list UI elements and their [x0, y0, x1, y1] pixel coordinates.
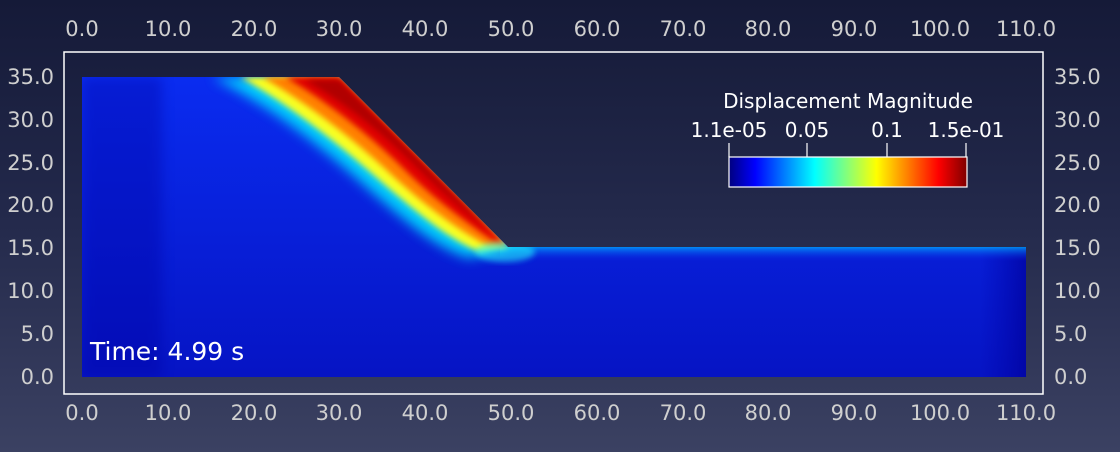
x-bottom-tick: 10.0	[145, 401, 192, 425]
x-top-tick: 40.0	[402, 17, 449, 41]
x-top-tick: 110.0	[996, 17, 1056, 41]
x-top-tick: 60.0	[574, 17, 621, 41]
y-left-tick: 10.0	[7, 279, 54, 303]
x-top-tick: 70.0	[660, 17, 707, 41]
y-right-tick: 10.0	[1054, 279, 1101, 303]
x-bottom-tick: 110.0	[996, 401, 1056, 425]
y-right-tick: 30.0	[1054, 108, 1101, 132]
y-left-tick: 20.0	[7, 193, 54, 217]
legend-title: Displacement Magnitude	[723, 89, 973, 113]
y-right-tick: 5.0	[1054, 322, 1087, 346]
y-left-tick: 0.0	[21, 365, 54, 389]
y-axis-left: 35.0 30.0 25.0 20.0 15.0 10.0 5.0 0.0	[7, 65, 54, 389]
x-bottom-tick: 40.0	[402, 401, 449, 425]
y-left-tick: 25.0	[7, 151, 54, 175]
x-top-tick: 10.0	[145, 17, 192, 41]
y-axis-right: 35.0 30.0 25.0 20.0 15.0 10.0 5.0 0.0	[1054, 65, 1101, 389]
x-top-tick: 90.0	[831, 17, 878, 41]
x-bottom-tick: 80.0	[745, 401, 792, 425]
color-bar	[728, 156, 968, 188]
legend-label: 1.5e-01	[928, 118, 1005, 142]
y-right-tick: 35.0	[1054, 65, 1101, 89]
displacement-field	[82, 77, 1026, 377]
time-label: Time: 4.99 s	[89, 337, 244, 366]
x-top-tick: 50.0	[488, 17, 535, 41]
y-right-tick: 25.0	[1054, 151, 1101, 175]
axes-box	[63, 51, 1044, 395]
legend-label: 1.1e-05	[691, 118, 768, 142]
x-bottom-tick: 20.0	[231, 401, 278, 425]
y-right-tick: 0.0	[1054, 365, 1087, 389]
x-bottom-tick: 30.0	[316, 401, 363, 425]
x-bottom-tick: 60.0	[574, 401, 621, 425]
x-bottom-tick: 70.0	[660, 401, 707, 425]
x-top-tick: 30.0	[316, 17, 363, 41]
color-legend[interactable]: Displacement Magnitude 1.1e-05 0.05 0.1 …	[691, 89, 1005, 188]
y-left-tick: 35.0	[7, 65, 54, 89]
x-top-tick: 20.0	[231, 17, 278, 41]
x-top-tick: 80.0	[745, 17, 792, 41]
y-left-tick: 15.0	[7, 236, 54, 260]
x-top-tick: 0.0	[65, 17, 98, 41]
y-left-tick: 30.0	[7, 108, 54, 132]
x-bottom-tick: 100.0	[910, 401, 970, 425]
x-axis-top: 0.0 10.0 20.0 30.0 40.0 50.0 60.0 70.0 8…	[65, 17, 1056, 41]
x-axis-bottom: 0.0 10.0 20.0 30.0 40.0 50.0 60.0 70.0 8…	[65, 401, 1056, 425]
legend-label: 0.05	[785, 118, 830, 142]
x-bottom-tick: 90.0	[831, 401, 878, 425]
y-left-tick: 5.0	[21, 322, 54, 346]
y-right-tick: 20.0	[1054, 193, 1101, 217]
x-bottom-tick: 50.0	[488, 401, 535, 425]
x-bottom-tick: 0.0	[65, 401, 98, 425]
y-right-tick: 15.0	[1054, 236, 1101, 260]
legend-label: 0.1	[871, 118, 903, 142]
x-top-tick: 100.0	[910, 17, 970, 41]
